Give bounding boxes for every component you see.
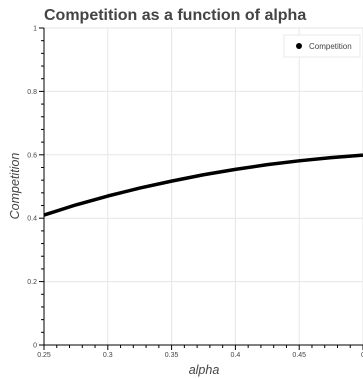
y-tick-label: 0.2 (27, 279, 37, 286)
series-layer (43, 153, 363, 217)
legend-label: Competition (309, 42, 352, 51)
x-tick-label: 0.3 (103, 352, 113, 359)
legend-box (283, 34, 361, 58)
chart-title: Competition as a function of alpha (44, 7, 306, 24)
x-tick-label: 0.35 (165, 352, 179, 359)
y-tick-label: 0.4 (27, 216, 37, 223)
y-tick-label: 1 (33, 26, 37, 33)
series-line-competition (43, 153, 363, 217)
legend-marker (296, 43, 302, 49)
y-axis-label: Competition (8, 153, 22, 220)
x-tick-label: 0.25 (37, 352, 51, 359)
x-axis-label: alpha (189, 363, 220, 377)
legend: Competition (283, 34, 361, 58)
y-tick-label: 0.8 (27, 89, 37, 96)
axes: 0.25 0.3 0.35 0.4 0.45 0 0 0.2 0.4 0.6 0.8 1 (27, 26, 363, 359)
x-tick-label: 0.4 (231, 352, 241, 359)
x-tick-label: 0.45 (292, 352, 306, 359)
y-tick-label: 0 (33, 343, 37, 350)
y-tick-label: 0.6 (27, 152, 37, 159)
grid (44, 27, 363, 345)
x-tick-label: 0 (361, 352, 363, 359)
